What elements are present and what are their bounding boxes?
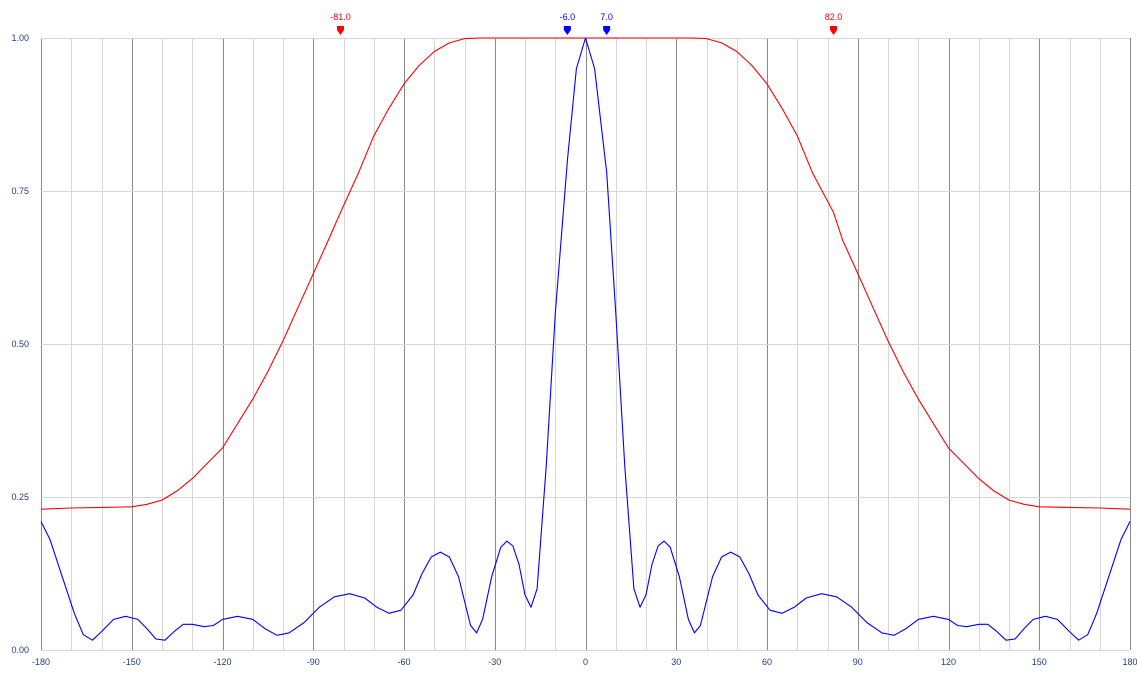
x-tick-label: -60 xyxy=(397,657,410,667)
y-tick-label: 0.00 xyxy=(11,645,29,655)
x-tick-label: 150 xyxy=(1032,657,1047,667)
marker-label: 7.0 xyxy=(600,12,613,22)
x-tick-label: 60 xyxy=(762,657,772,667)
x-tick-label: 90 xyxy=(853,657,863,667)
x-tick-label: 0 xyxy=(583,657,588,667)
series-layer xyxy=(40,37,1131,641)
x-tick-label: 180 xyxy=(1122,657,1137,667)
x-tick-label: 120 xyxy=(941,657,956,667)
marker-layer: -81.0 -6.0 7.0 82.0 xyxy=(330,12,842,35)
x-tick-label: -150 xyxy=(123,657,141,667)
blue-series-line xyxy=(40,37,1131,641)
axis-labels: -180 -150 -120 -90 -60 -30 0 30 60 90 120 150 180 0.0… xyxy=(11,33,1137,667)
x-tick-label: -120 xyxy=(213,657,231,667)
y-tick-label: 0.50 xyxy=(11,339,29,349)
marker-label: -81.0 xyxy=(330,12,351,22)
marker-pointer-icon xyxy=(830,26,838,35)
y-tick-label: 0.75 xyxy=(11,186,29,196)
y-tick-label: 1.00 xyxy=(11,33,29,43)
marker-pointer-icon xyxy=(336,26,344,35)
grid xyxy=(41,38,1131,651)
x-tick-label: -180 xyxy=(32,657,50,667)
x-tick-label: 30 xyxy=(671,657,681,667)
marker-pointer-icon xyxy=(563,26,571,35)
marker-label: 82.0 xyxy=(825,12,843,22)
marker-pointer-icon xyxy=(603,26,611,35)
x-tick-label: -30 xyxy=(488,657,501,667)
y-tick-label: 0.25 xyxy=(11,492,29,502)
x-tick-label: -90 xyxy=(307,657,320,667)
marker-label: -6.0 xyxy=(560,12,576,22)
